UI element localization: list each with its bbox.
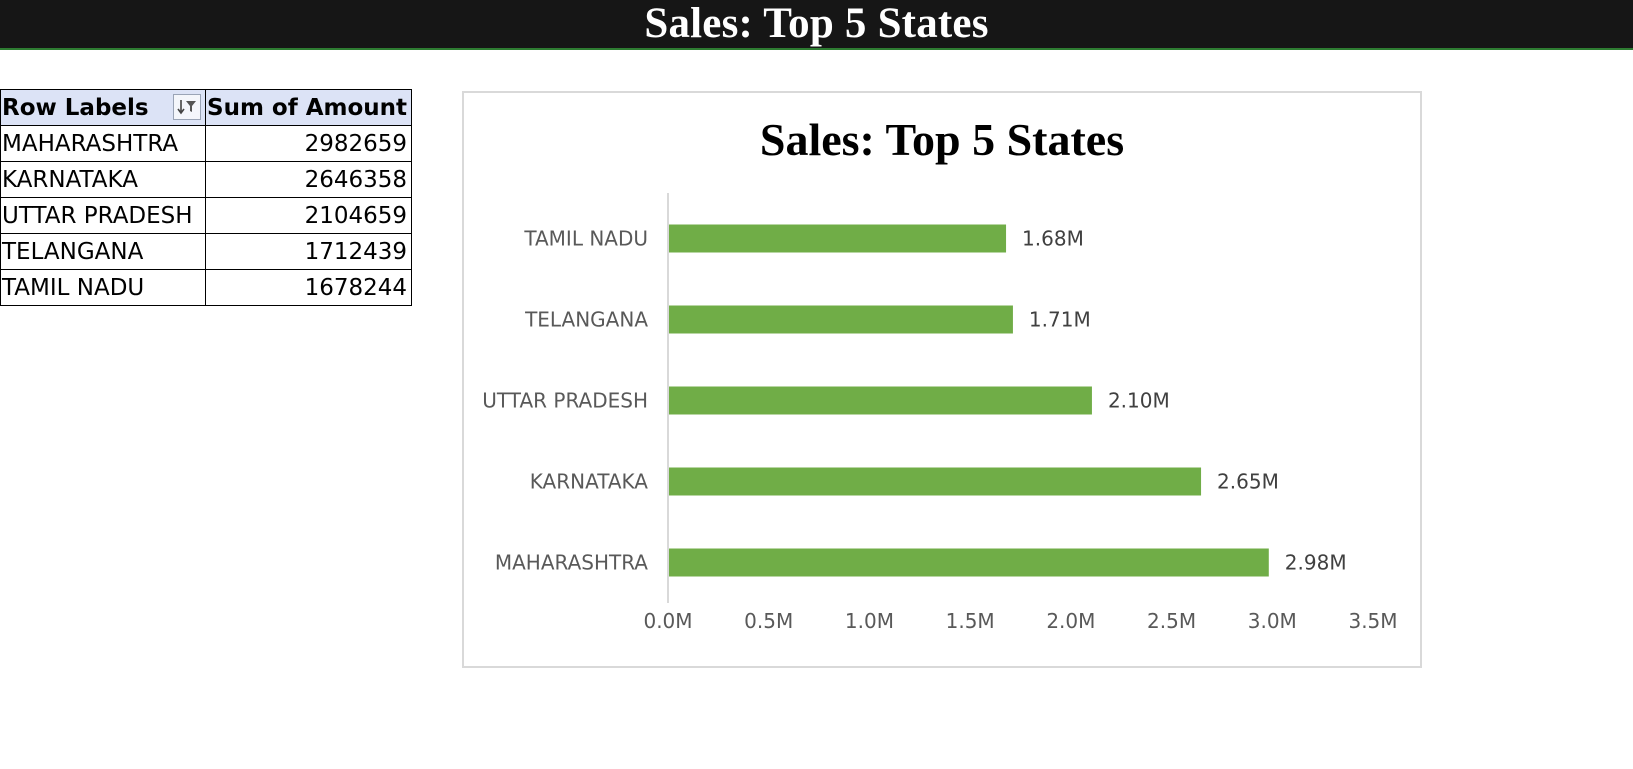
data-label: 1.71M <box>1029 308 1091 332</box>
row-labels-header[interactable]: Row Labels <box>0 89 206 126</box>
table-row[interactable]: KARNATAKA 2646358 <box>0 161 413 198</box>
bar[interactable] <box>669 224 1007 253</box>
row-value[interactable]: 1712439 <box>204 233 413 270</box>
bar[interactable] <box>669 467 1202 496</box>
row-value[interactable]: 2104659 <box>204 197 413 234</box>
x-tick-labels: 0.0M 0.5M 1.0M 1.5M 2.0M 2.5M 3.0M 3.5M <box>643 609 1397 633</box>
x-tick-label: 0.0M <box>643 609 692 633</box>
chart-area[interactable]: Sales: Top 5 States TAMIL NADU 1.68M TELAN… <box>462 91 1422 668</box>
banner-title: Sales: Top 5 States <box>644 0 989 47</box>
row-value[interactable]: 1678244 <box>204 269 413 306</box>
x-tick-label: 1.5M <box>946 609 995 633</box>
table-row[interactable]: UTTAR PRADESH 2104659 <box>0 197 413 234</box>
x-tick-label: 3.5M <box>1348 609 1397 633</box>
sheet-banner: Sales: Top 5 States <box>0 0 1633 50</box>
pivot-header-row: Row Labels Sum of Amount <box>0 89 413 126</box>
data-label: 2.98M <box>1285 551 1347 575</box>
table-row[interactable]: TAMIL NADU 1678244 <box>0 269 413 306</box>
data-label: 1.68M <box>1022 227 1084 251</box>
category-label: TELANGANA <box>524 308 648 332</box>
row-label[interactable]: TAMIL NADU <box>0 269 206 306</box>
bar[interactable] <box>669 386 1092 415</box>
category-label: TAMIL NADU <box>523 227 648 251</box>
data-label: 2.65M <box>1217 470 1279 494</box>
bar[interactable] <box>669 305 1013 334</box>
x-tick-label: 2.5M <box>1147 609 1196 633</box>
row-label[interactable]: KARNATAKA <box>0 161 206 198</box>
data-label: 2.10M <box>1108 389 1170 413</box>
table-row[interactable]: TELANGANA 1712439 <box>0 233 413 270</box>
bars: TAMIL NADU 1.68M TELANGANA 1.71M UTTAR PRADE… <box>482 224 1347 577</box>
row-label[interactable]: MAHARASHTRA <box>0 125 206 162</box>
category-label: MAHARASHTRA <box>495 551 648 575</box>
chart-title: Sales: Top 5 States <box>760 114 1124 165</box>
pivot-table: Row Labels Sum of Amount MAHARASHTRA 298… <box>0 89 413 306</box>
bar-chart: Sales: Top 5 States TAMIL NADU 1.68M TELAN… <box>482 114 1397 633</box>
row-labels-header-text: Row Labels <box>2 94 149 121</box>
row-value[interactable]: 2982659 <box>204 125 413 162</box>
bar[interactable] <box>669 548 1269 577</box>
x-tick-label: 3.0M <box>1248 609 1297 633</box>
row-value[interactable]: 2646358 <box>204 161 413 198</box>
table-row[interactable]: MAHARASHTRA 2982659 <box>0 125 413 162</box>
row-label[interactable]: TELANGANA <box>0 233 206 270</box>
sort-filter-icon[interactable] <box>173 94 201 120</box>
x-tick-label: 1.0M <box>845 609 894 633</box>
x-tick-label: 0.5M <box>744 609 793 633</box>
category-label: UTTAR PRADESH <box>482 389 648 413</box>
row-label[interactable]: UTTAR PRADESH <box>0 197 206 234</box>
x-tick-label: 2.0M <box>1046 609 1095 633</box>
category-label: KARNATAKA <box>530 470 649 494</box>
sum-of-amount-header[interactable]: Sum of Amount <box>204 89 413 126</box>
